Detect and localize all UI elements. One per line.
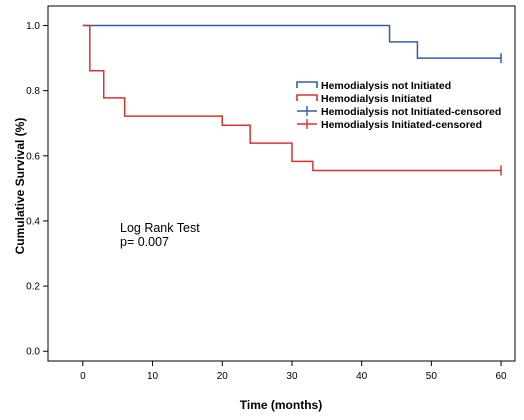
annotation-p-value: p= 0.007 <box>120 235 169 249</box>
legend-swatch <box>297 119 317 129</box>
legend-swatch <box>296 94 318 101</box>
x-tick-label: 60 <box>495 371 507 382</box>
y-tick-label: 0.4 <box>26 216 40 227</box>
legend-label: Hemodialysis not Initiated <box>321 80 451 92</box>
y-axis-title: Cumulative Survival (%) <box>13 118 27 255</box>
series-line-not-initiated <box>82 24 502 59</box>
x-tick-label: 20 <box>217 371 229 382</box>
series-layer <box>82 24 502 172</box>
y-tick-label: 0.6 <box>26 151 40 162</box>
x-axis: 0 10 20 30 40 50 60 <box>80 361 507 382</box>
x-tick-label: 0 <box>80 371 86 382</box>
plot-frame <box>47 5 516 362</box>
legend-swatch <box>297 106 317 116</box>
x-tick-label: 40 <box>356 371 368 382</box>
annotation-log-rank: Log Rank Test <box>120 221 200 235</box>
legend-label: Hemodialysis Initiated-censored <box>321 119 482 131</box>
x-tick-label: 30 <box>286 371 298 382</box>
legend-label: Hemodialysis Initiated <box>321 93 432 105</box>
y-tick-label: 0.8 <box>26 86 40 97</box>
plot-area <box>47 5 516 362</box>
x-axis-title: Time (months) <box>240 398 322 412</box>
y-tick-label: 0.0 <box>26 347 40 358</box>
legend-label: Hemodialysis not Initiated-censored <box>321 106 501 118</box>
y-tick-label: 1.0 <box>26 21 40 32</box>
series-line-initiated <box>82 24 502 172</box>
x-tick-label: 50 <box>426 371 438 382</box>
y-tick-label: 0.2 <box>26 282 40 293</box>
legend-swatch <box>296 81 318 88</box>
x-tick-label: 10 <box>147 371 159 382</box>
y-axis: 0.0 0.2 0.4 0.6 0.8 1.0 <box>26 21 48 358</box>
